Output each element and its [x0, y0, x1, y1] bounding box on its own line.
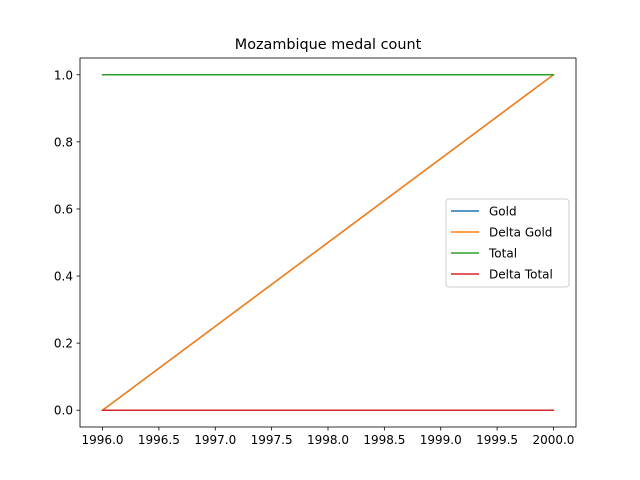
legend-box: [445, 198, 570, 288]
legend-label: Gold: [489, 205, 517, 219]
x-tick-label: 2000.0: [532, 433, 574, 447]
y-tick-label: 0.6: [54, 202, 73, 216]
x-tick-label: 1999.5: [476, 433, 518, 447]
y-tick-label: 0.0: [54, 404, 73, 418]
x-tick-label: 1999.0: [420, 433, 462, 447]
x-tick-label: 1998.5: [363, 433, 405, 447]
y-tick-label: 0.8: [54, 135, 73, 149]
legend-label: Delta Gold: [489, 226, 552, 240]
x-axis-ticks: 1996.0 1996.5 1997.0 1997.5 1998.0 1998.5 1999…: [82, 427, 574, 447]
x-tick-label: 1996.0: [82, 433, 124, 447]
chart-title: Mozambique medal count: [235, 37, 422, 53]
y-tick-label: 0.2: [54, 337, 73, 351]
x-tick-label: 1996.5: [138, 433, 180, 447]
series-line-delta-gold: [101, 73, 555, 412]
legend: Gold Delta Gold Total Delta Total: [445, 198, 570, 288]
y-tick-label: 0.4: [54, 270, 73, 284]
series-lines: [101, 73, 555, 412]
x-tick-label: 1997.0: [194, 433, 236, 447]
legend-label: Delta Total: [489, 268, 553, 282]
x-tick-label: 1997.5: [251, 433, 293, 447]
legend-label: Total: [488, 247, 517, 261]
y-tick-label: 1.0: [54, 68, 73, 82]
x-tick-label: 1998.0: [307, 433, 349, 447]
y-axis-ticks: 0.0 0.2 0.4 0.6 0.8 1.0: [54, 68, 80, 418]
